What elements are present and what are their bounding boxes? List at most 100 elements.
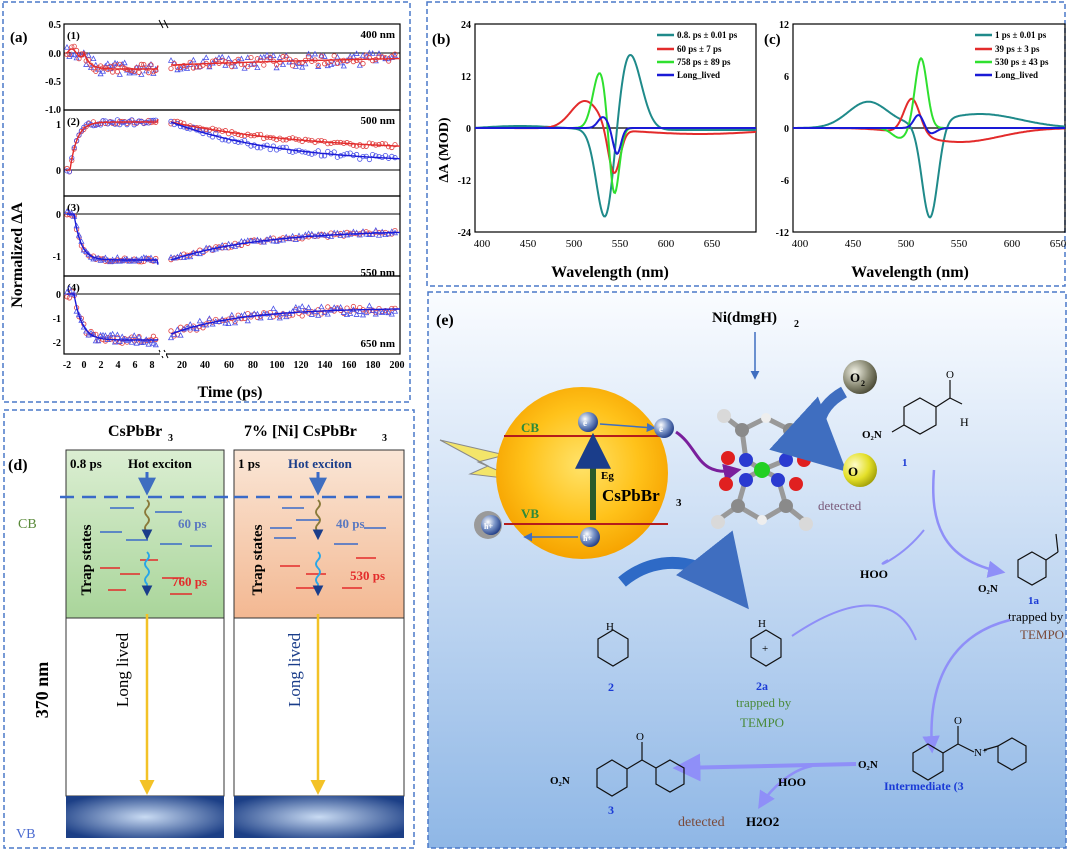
a3-point-blue — [260, 238, 267, 245]
panel-b-curves — [474, 53, 756, 218]
tempo-2a: TEMPO — [740, 715, 784, 730]
a-xtick: 6 — [133, 360, 138, 371]
a4-point-blue — [331, 304, 338, 310]
a4-point-blue — [385, 309, 392, 316]
subplot-2-wl: 500 nm — [360, 115, 395, 127]
b-xtick: 550 — [612, 238, 629, 250]
a1-point-blue — [147, 60, 155, 67]
a4-point-blue — [315, 312, 322, 318]
c-legend-1: 1 ps ± 0.01 ps — [995, 30, 1047, 40]
a4-point-blue — [324, 310, 331, 317]
a1-point-blue — [167, 57, 175, 63]
a3-point-blue — [138, 255, 145, 262]
a4-point-red — [168, 328, 174, 334]
a4-point-red — [363, 308, 369, 314]
a4-point-blue — [299, 303, 306, 309]
a4-point-blue — [145, 340, 152, 347]
a2-point-blue — [270, 143, 276, 149]
a-xtick: 200 — [390, 360, 405, 371]
b-xtick: 650 — [704, 238, 721, 250]
compound-2 — [597, 629, 629, 667]
a4-ytick: -2 — [53, 338, 61, 349]
a3-point-blue — [292, 236, 299, 242]
d-left-hot-label: Hot exciton — [128, 456, 193, 471]
a4-point-red — [200, 325, 206, 331]
c-ytick: -6 — [781, 176, 789, 187]
a3-ytick: 0 — [56, 210, 61, 221]
a3-point-blue — [187, 253, 194, 260]
a1-point-blue — [353, 50, 360, 56]
a1-point-red — [318, 53, 324, 59]
a4-point-red — [347, 308, 353, 314]
d-title-right: 7% [Ni] CsPbBr — [244, 423, 357, 440]
intermediate-3 — [912, 726, 1027, 781]
b-legend-4: Long_lived — [677, 70, 720, 80]
a1-point-blue — [318, 52, 325, 59]
e-cb: CB — [521, 420, 539, 435]
label-3: 3 — [608, 803, 614, 817]
a2-point-blue — [78, 128, 85, 134]
a1-point-blue — [85, 52, 92, 58]
a4-point-blue — [109, 330, 116, 337]
a3-point-blue — [318, 231, 325, 238]
a1-point-red — [321, 61, 328, 67]
a1-fit-red — [171, 57, 400, 66]
a3-point-red — [389, 231, 395, 237]
b-xtick: 600 — [658, 238, 675, 250]
a2-point-red — [280, 137, 286, 143]
a4-point-blue — [305, 304, 312, 310]
panel-c-xlabel: Wavelength (nm) — [851, 264, 969, 281]
e-hole-1: h+ — [583, 534, 592, 543]
a4-point-blue — [133, 339, 140, 346]
d-right-trap-label: Trap states — [250, 524, 266, 595]
a1-point-blue — [299, 63, 306, 70]
d-vb: VB — [16, 827, 35, 842]
a1-point-red — [171, 61, 177, 67]
a1-point-red — [248, 54, 254, 61]
a4-point-blue — [244, 317, 251, 324]
a-xtick: 180 — [366, 360, 381, 371]
a-xtick: 140 — [318, 360, 333, 371]
a1-point-blue — [206, 63, 213, 70]
a1-point-blue — [109, 62, 116, 69]
a2-point-red — [302, 136, 308, 142]
a1-point-red — [277, 59, 283, 65]
a2-point-red — [312, 139, 318, 145]
compound-1-o: O — [946, 369, 954, 381]
e-detected-1: detected — [818, 498, 862, 513]
a1-point-blue — [375, 50, 383, 56]
b-xtick: 500 — [566, 238, 583, 250]
a2-point-red — [369, 141, 376, 147]
frame-d — [3, 409, 415, 849]
a1-point-blue — [83, 61, 90, 67]
a1-point-blue — [222, 62, 229, 68]
a1-point-blue — [90, 55, 97, 62]
a3-point-blue — [111, 258, 119, 264]
a-xtick: -2 — [63, 360, 71, 371]
d-title-right-sub: 3 — [382, 433, 387, 444]
e-semiconductor-sub: 3 — [676, 497, 682, 509]
kinetic-traces — [63, 43, 401, 348]
panel-a-xlabel: Time (ps) — [197, 384, 262, 401]
a4-point-red — [366, 308, 372, 314]
panel-e: (e) Ni(dmgH) 2 CB VB Eg CsPbBr 3 e e h+ … — [436, 310, 1064, 830]
subplot-2-id: (2) — [67, 116, 80, 128]
a3-point-blue — [279, 236, 287, 243]
c-curve-teal — [793, 100, 1065, 219]
a2-point-red — [210, 125, 216, 131]
a4-point-blue — [121, 336, 128, 342]
a1-point-red — [232, 59, 238, 65]
a1-point-red — [337, 58, 344, 64]
a4-point-blue — [135, 333, 143, 340]
a3-point-red — [143, 255, 149, 262]
a1-point-blue — [315, 63, 322, 69]
a2-point-red — [325, 141, 331, 147]
a1-point-blue — [251, 60, 258, 66]
a4-point-blue — [114, 331, 121, 338]
a2-fit-red — [67, 118, 159, 171]
a1-point-red — [71, 43, 77, 49]
a3-point-blue — [356, 231, 363, 238]
b-ytick: 0 — [466, 124, 471, 135]
e-hole-2: h+ — [484, 522, 493, 531]
